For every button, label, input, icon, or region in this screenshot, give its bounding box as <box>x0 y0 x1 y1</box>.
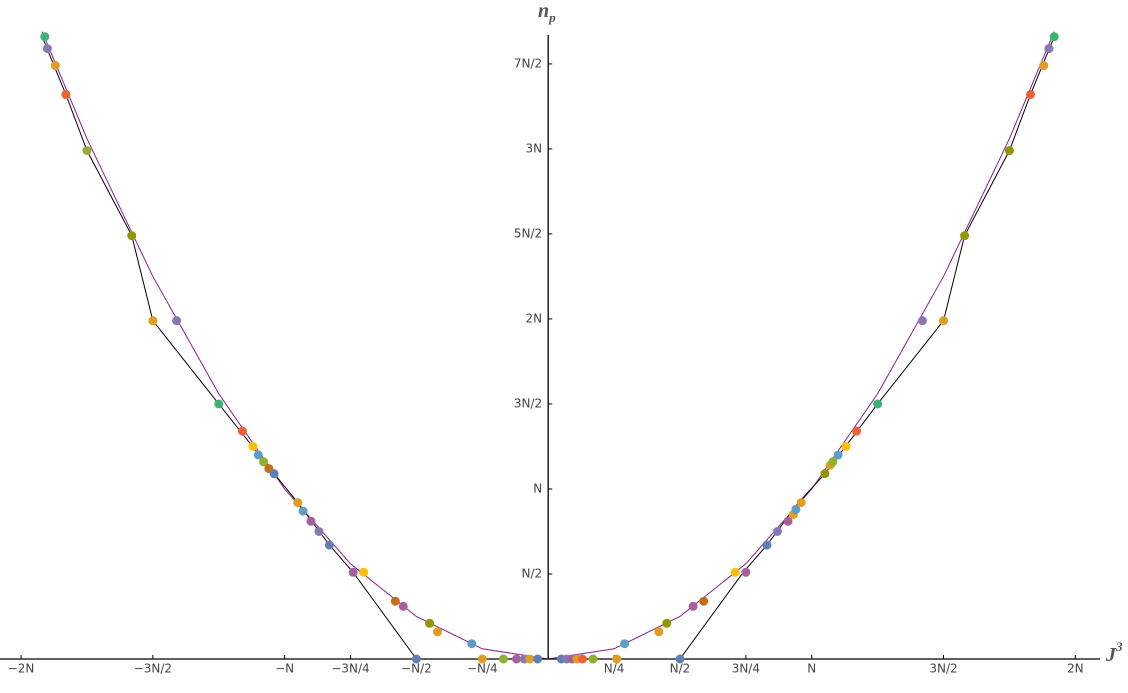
point <box>293 498 303 508</box>
point <box>1004 146 1014 156</box>
point <box>841 441 851 451</box>
x-tick-label: −3N/2 <box>134 662 172 676</box>
point <box>820 469 830 479</box>
point <box>172 316 182 326</box>
point <box>730 567 740 577</box>
point <box>269 469 279 479</box>
x-tick-label: N/2 <box>670 662 691 676</box>
point <box>662 618 672 628</box>
point <box>477 654 487 664</box>
point <box>1044 44 1054 54</box>
point <box>253 450 263 460</box>
point <box>306 516 316 526</box>
x-tick-label: −3N/4 <box>331 662 369 676</box>
point <box>577 654 587 664</box>
point <box>791 504 801 514</box>
y-tick-label: 5N/2 <box>514 226 542 240</box>
point <box>833 450 843 460</box>
x-tick-label: −2N <box>8 662 35 676</box>
point <box>127 231 137 241</box>
point <box>411 654 421 664</box>
x-tick-label: −N/4 <box>467 662 498 676</box>
point <box>42 44 52 54</box>
x-tick-label: 2N <box>1067 662 1084 676</box>
point <box>214 399 224 409</box>
point <box>688 601 698 611</box>
point <box>82 146 92 156</box>
y-tick-label: N/2 <box>522 566 543 580</box>
point <box>425 618 435 628</box>
point <box>248 441 258 451</box>
point <box>512 654 522 664</box>
x-label: J <box>1105 644 1117 666</box>
point <box>796 498 806 508</box>
point <box>432 627 442 637</box>
point <box>654 627 664 637</box>
point <box>398 601 408 611</box>
y-tick-label: 3N <box>526 141 543 155</box>
point <box>939 316 949 326</box>
y-axis-title: np <box>538 0 556 25</box>
point <box>772 526 782 536</box>
x-tick-label: 3N/4 <box>732 662 760 676</box>
point <box>873 399 883 409</box>
point <box>828 457 838 467</box>
point <box>917 316 927 326</box>
point <box>533 654 543 664</box>
y-label-sub: p <box>548 10 556 25</box>
point <box>960 231 970 241</box>
point <box>620 639 630 649</box>
point <box>741 567 751 577</box>
y-tick-label: 2N <box>526 311 543 325</box>
point <box>467 639 477 649</box>
y-label: n <box>538 0 549 22</box>
point <box>1025 90 1035 100</box>
point <box>298 506 308 516</box>
point <box>324 540 334 550</box>
point <box>783 516 793 526</box>
point <box>1049 32 1059 42</box>
point <box>588 654 598 664</box>
point <box>762 540 772 550</box>
y-tick-label: 7N/2 <box>514 56 542 70</box>
point <box>852 426 862 436</box>
point <box>61 90 71 100</box>
point <box>237 426 247 436</box>
y-tick-label: 3N/2 <box>514 396 542 410</box>
x-label-sup: 3 <box>1115 639 1123 654</box>
curve <box>41 36 1055 660</box>
point <box>348 567 358 577</box>
x-tick-label: N <box>807 662 816 676</box>
x-axis-title: J3 <box>1105 639 1123 666</box>
point <box>675 654 685 664</box>
x-tick-label: −N/2 <box>401 662 432 676</box>
point <box>359 567 369 577</box>
point <box>390 596 400 606</box>
point <box>314 526 324 536</box>
point <box>148 316 158 326</box>
y-tick-label: N <box>533 481 542 495</box>
x-tick-label: 3N/2 <box>929 662 957 676</box>
x-tick-label: N/4 <box>604 662 625 676</box>
point <box>498 654 508 664</box>
point <box>525 654 535 664</box>
point <box>1039 61 1049 71</box>
point <box>612 654 622 664</box>
point <box>50 61 60 71</box>
point <box>259 457 269 467</box>
point <box>699 596 709 606</box>
x-tick-label: −N <box>275 662 294 676</box>
point <box>40 32 50 42</box>
